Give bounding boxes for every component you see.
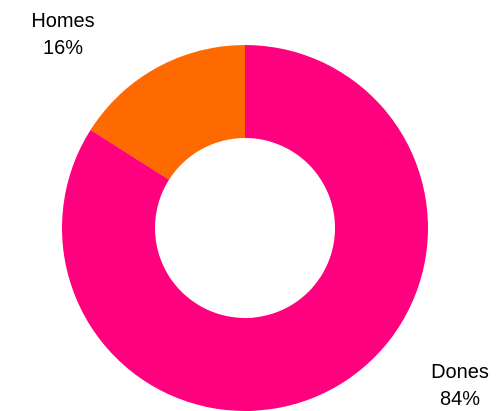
slice-homes <box>90 45 245 180</box>
slice-label-dones-name: Dones <box>431 361 489 383</box>
slice-dones <box>62 45 429 411</box>
slice-label-dones-percent: 84% <box>440 388 480 410</box>
chart-slices <box>62 45 429 411</box>
slice-label-homes-percent: 16% <box>43 37 83 59</box>
slice-label-homes-name: Homes <box>31 10 94 32</box>
